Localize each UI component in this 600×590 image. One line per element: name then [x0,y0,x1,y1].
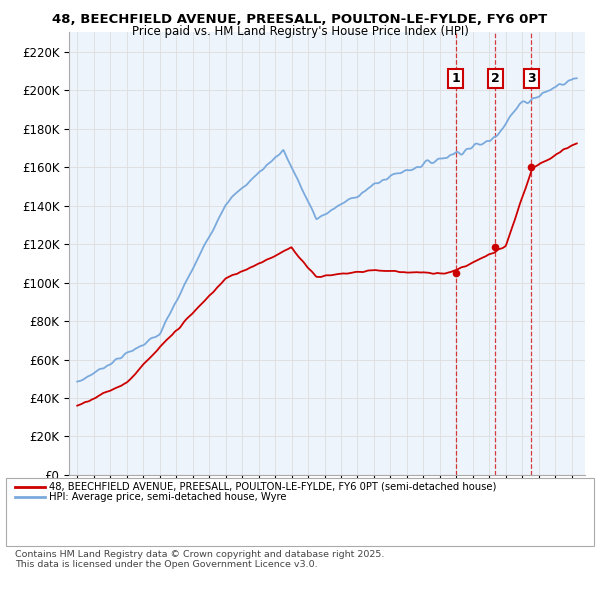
Text: £105,000: £105,000 [162,504,215,513]
Text: £118,500: £118,500 [162,516,215,526]
Text: 11-DEC-2017: 11-DEC-2017 [49,504,123,513]
Text: 22-JUL-2022: 22-JUL-2022 [49,529,118,538]
Text: 48, BEECHFIELD AVENUE, PREESALL, POULTON-LE-FYLDE, FY6 0PT (semi-detached house): 48, BEECHFIELD AVENUE, PREESALL, POULTON… [49,482,497,491]
Text: 3: 3 [15,527,23,540]
Text: Price paid vs. HM Land Registry's House Price Index (HPI): Price paid vs. HM Land Registry's House … [131,25,469,38]
Text: 48, BEECHFIELD AVENUE, PREESALL, POULTON-LE-FYLDE, FY6 0PT: 48, BEECHFIELD AVENUE, PREESALL, POULTON… [52,13,548,26]
Text: 2: 2 [491,72,500,85]
Text: 30% ↓ HPI: 30% ↓ HPI [264,504,323,513]
Text: HPI: Average price, semi-detached house, Wyre: HPI: Average price, semi-detached house,… [49,493,287,502]
Text: 2: 2 [15,514,23,528]
Text: 14-MAY-2020: 14-MAY-2020 [49,516,121,526]
Text: 17% ↓ HPI: 17% ↓ HPI [264,516,323,526]
Text: Contains HM Land Registry data © Crown copyright and database right 2025.
This d: Contains HM Land Registry data © Crown c… [15,550,385,569]
Text: 3: 3 [527,72,536,85]
Text: 1: 1 [15,502,23,516]
Text: £160,000: £160,000 [162,529,215,538]
Text: 14% ↓ HPI: 14% ↓ HPI [264,529,323,538]
Text: 1: 1 [451,72,460,85]
